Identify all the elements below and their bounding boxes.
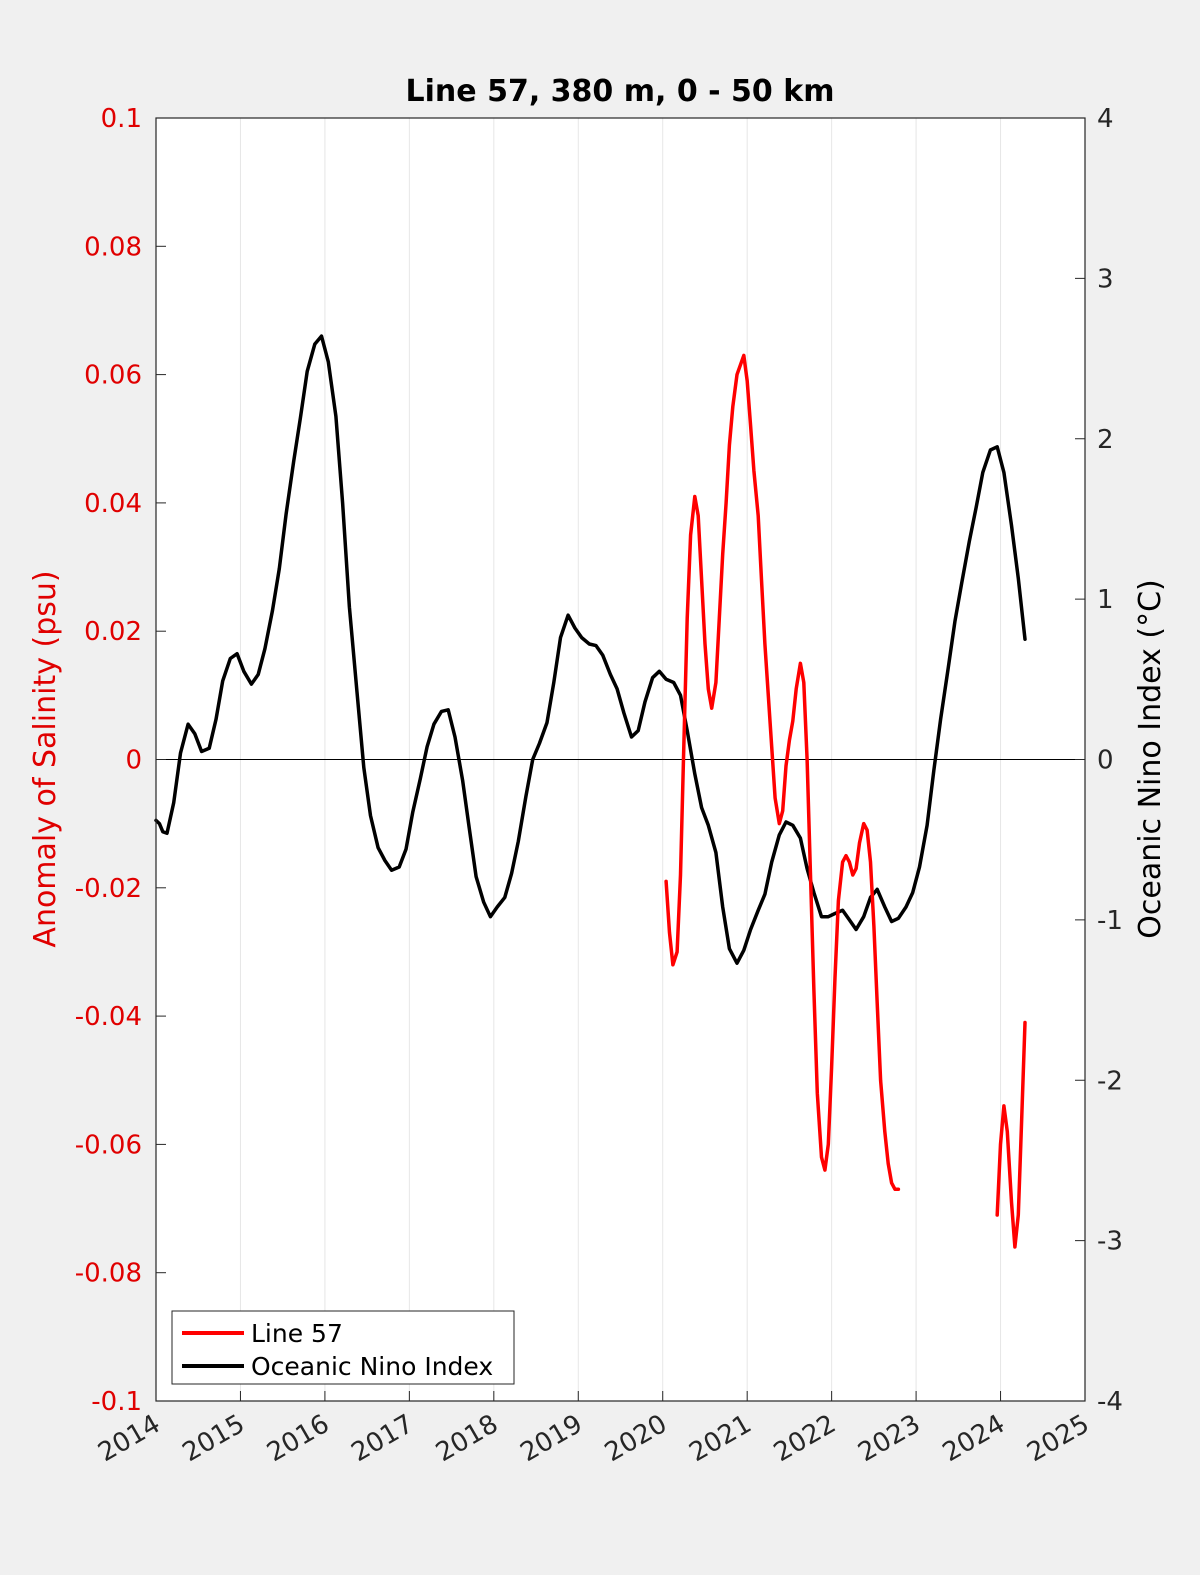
series-layer bbox=[154, 334, 1027, 1249]
series-line-line-57 bbox=[995, 1020, 1027, 1249]
y-right-tick-label: -4 bbox=[1097, 1387, 1123, 1417]
series-line-line-57 bbox=[664, 353, 901, 1192]
legend-label-oni: Oceanic Nino Index bbox=[251, 1352, 493, 1381]
series-line-oceanic-nino-index bbox=[154, 334, 1027, 965]
y-left-tick-label: -0.1 bbox=[91, 1387, 142, 1417]
legend-label-line57: Line 57 bbox=[251, 1319, 343, 1348]
y-axis-right-label: Oceanic Nino Index (°C) bbox=[1133, 579, 1168, 939]
y-right-tick-label: -2 bbox=[1097, 1066, 1123, 1096]
legend-box bbox=[171, 1310, 515, 1385]
y-left-tick-label: 0.02 bbox=[84, 617, 142, 647]
y-left-tick-label: 0.08 bbox=[84, 232, 142, 262]
y-right-tick-label: 2 bbox=[1097, 425, 1114, 455]
y-left-tick-label: 0 bbox=[125, 746, 142, 776]
y-right-tick-label: -3 bbox=[1097, 1227, 1123, 1257]
y-left-tick-label: 0.06 bbox=[84, 361, 142, 391]
y-right-tick-label: 1 bbox=[1097, 585, 1114, 615]
y-left-tick-label: 0.1 bbox=[101, 104, 142, 134]
chart-title: Line 57, 380 m, 0 - 50 km bbox=[406, 74, 835, 109]
legend: Line 57 Oceanic Nino Index bbox=[171, 1310, 515, 1385]
y-left-tick-label: -0.02 bbox=[75, 874, 142, 904]
y-left-tick-label: -0.04 bbox=[75, 1002, 142, 1032]
y-right-tick-label: 4 bbox=[1097, 104, 1114, 134]
y-left-tick-label: 0.04 bbox=[84, 489, 142, 519]
y-right-tick-label: 0 bbox=[1097, 746, 1114, 776]
y-right-tick-label: -1 bbox=[1097, 906, 1123, 936]
y-axis-left-label: Anomaly of Salinity (psu) bbox=[28, 570, 63, 947]
y-left-tick-label: -0.08 bbox=[75, 1259, 142, 1289]
y-left-tick-label: -0.06 bbox=[75, 1130, 142, 1160]
y-right-tick-label: 3 bbox=[1097, 264, 1114, 294]
